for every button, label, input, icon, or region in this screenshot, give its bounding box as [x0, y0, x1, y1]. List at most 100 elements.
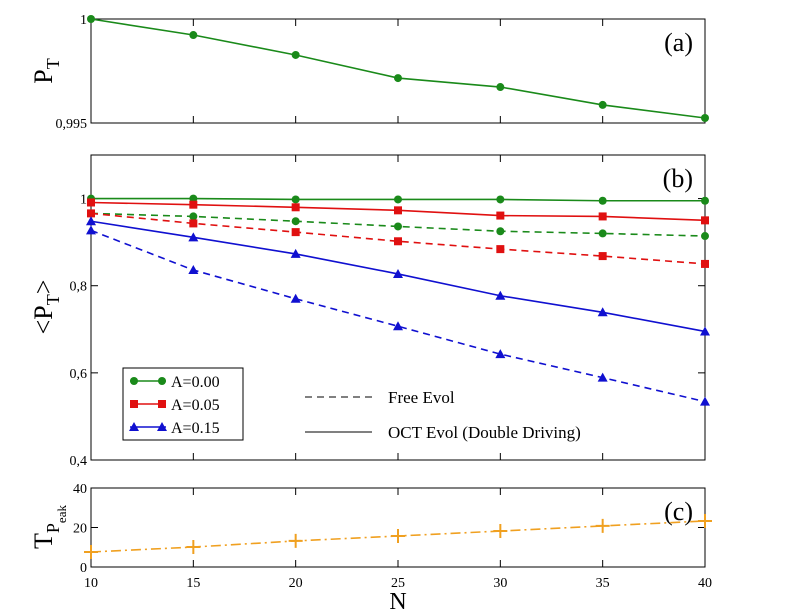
x-axis-label: N — [389, 589, 406, 612]
marker — [291, 228, 300, 237]
marker — [496, 227, 505, 236]
legend-label: Free Evol — [388, 388, 455, 407]
marker — [158, 377, 166, 385]
legend-label: A=0.15 — [171, 420, 220, 437]
y-tick-label: 20 — [73, 522, 87, 537]
y-axis-label-part: T — [43, 58, 63, 69]
y-tick-label: 0,6 — [70, 367, 88, 382]
y-axis-label-part: T — [29, 533, 58, 549]
y-axis-label: TPeak — [29, 505, 69, 549]
y-axis-label-part: > — [29, 280, 58, 295]
marker — [493, 524, 508, 539]
marker — [130, 377, 138, 385]
legend-label: OCT Evol (Double Driving) — [388, 423, 581, 442]
marker — [598, 100, 607, 109]
series-line — [90, 18, 706, 119]
x-tick-label: 15 — [186, 576, 200, 591]
marker — [189, 200, 198, 209]
marker — [496, 245, 505, 254]
y-tick-label: 0,4 — [70, 454, 88, 469]
marker — [598, 252, 607, 261]
y-axis-label-part: eak — [54, 505, 69, 524]
y-tick-label: 0 — [80, 561, 87, 576]
marker — [189, 219, 198, 228]
marker — [189, 31, 198, 40]
panel-label: (a) — [664, 28, 693, 57]
marker — [496, 83, 505, 92]
plot-frame — [90, 487, 706, 568]
marker — [597, 372, 608, 382]
marker — [291, 203, 300, 212]
marker — [290, 293, 301, 303]
marker — [291, 50, 300, 59]
marker — [189, 212, 198, 221]
marker — [86, 216, 96, 226]
marker — [291, 217, 300, 226]
marker — [700, 326, 710, 336]
marker — [394, 195, 402, 204]
panel-label: (c) — [664, 497, 693, 526]
marker — [701, 259, 709, 268]
marker — [188, 232, 199, 242]
marker — [597, 307, 608, 317]
marker — [288, 533, 303, 548]
panel-label: (b) — [663, 164, 693, 193]
y-tick-label: 1 — [80, 193, 87, 208]
y-axis-label: PT — [29, 58, 63, 83]
legend-label: A=0.00 — [171, 374, 220, 391]
marker — [129, 422, 139, 431]
marker — [130, 400, 138, 408]
x-tick-label: 10 — [84, 576, 98, 591]
y-axis-label-part: P — [43, 523, 63, 533]
marker — [157, 422, 167, 431]
x-tick-label: 30 — [493, 576, 507, 591]
marker — [496, 195, 505, 204]
marker — [598, 196, 607, 205]
marker — [595, 518, 610, 533]
marker — [186, 540, 201, 555]
y-tick-label: 0,995 — [56, 117, 88, 132]
marker — [394, 222, 402, 231]
marker — [291, 195, 300, 204]
marker — [700, 396, 710, 406]
marker — [701, 232, 709, 241]
y-tick-label: 40 — [73, 482, 87, 497]
y-axis-label-part: T — [43, 294, 63, 305]
marker — [495, 349, 506, 359]
marker — [701, 196, 709, 205]
y-axis-label-part: <P — [29, 305, 58, 334]
marker — [189, 194, 198, 203]
marker — [701, 114, 709, 123]
marker — [391, 528, 405, 543]
marker — [84, 544, 98, 559]
y-axis-label: <PT> — [29, 280, 63, 335]
marker — [496, 211, 505, 220]
marker — [394, 74, 402, 83]
marker — [87, 209, 95, 218]
marker — [701, 216, 709, 225]
x-tick-label: 40 — [698, 576, 712, 591]
marker — [86, 225, 96, 235]
y-tick-label: 1 — [80, 13, 87, 28]
x-tick-label: 35 — [596, 576, 610, 591]
marker — [698, 513, 712, 528]
marker — [598, 229, 607, 238]
marker — [393, 268, 403, 278]
marker — [87, 15, 95, 23]
y-tick-label: 0,8 — [70, 280, 88, 295]
marker — [158, 400, 166, 408]
marker — [394, 206, 402, 215]
y-axis-label-part: P — [29, 69, 58, 83]
marker — [495, 290, 506, 300]
x-tick-label: 25 — [391, 576, 405, 591]
legend-label: A=0.05 — [171, 397, 220, 414]
marker — [188, 265, 199, 275]
plot-frame — [90, 18, 706, 124]
x-tick-label: 20 — [289, 576, 303, 591]
marker — [87, 198, 95, 207]
marker — [393, 321, 403, 331]
marker — [598, 212, 607, 221]
marker — [394, 237, 402, 246]
